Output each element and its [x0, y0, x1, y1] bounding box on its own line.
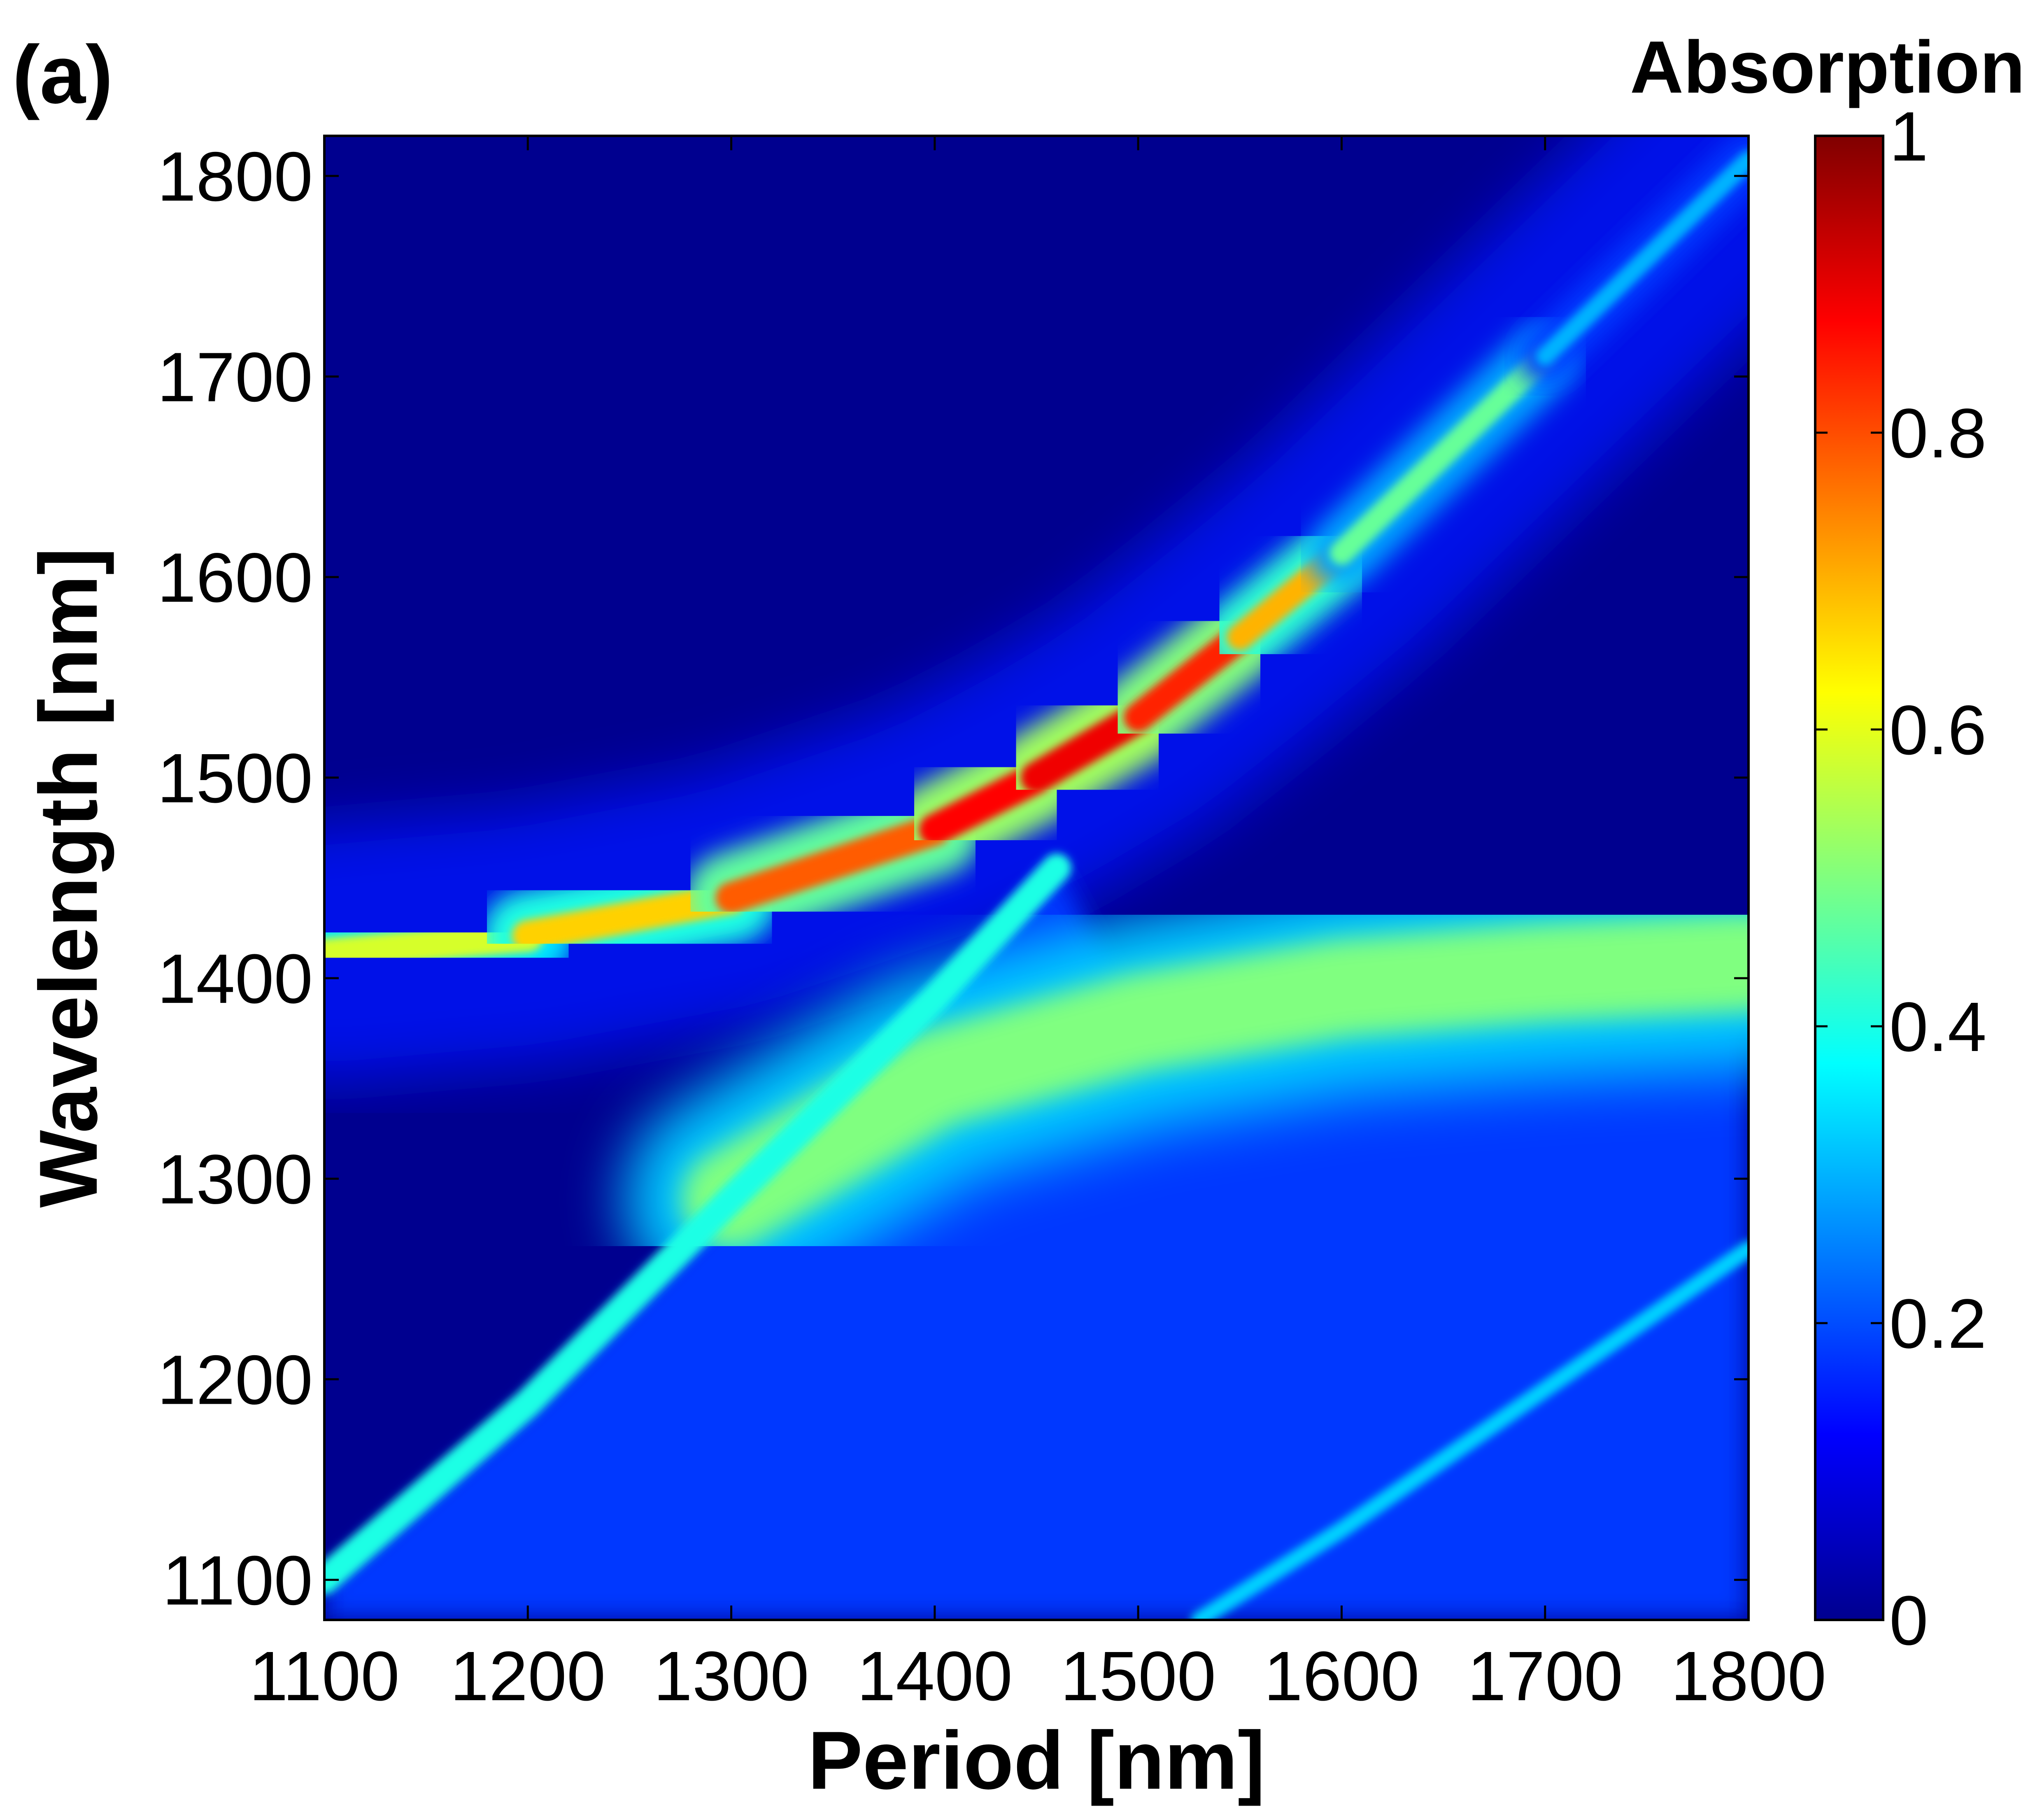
y-axis-title: Wavelength [nm] [23, 548, 114, 1208]
x-tick-label: 1700 [1467, 1637, 1623, 1715]
y-tick-label: 1500 [157, 739, 313, 818]
y-tick-label: 1800 [157, 137, 313, 216]
heatmap-field [324, 136, 1749, 1620]
y-tick-label: 1300 [157, 1140, 313, 1219]
y-tick-label: 1400 [157, 940, 313, 1018]
colorbar-tick-label: 0.4 [1889, 988, 1986, 1066]
horizontal-band-core [682, 913, 1749, 1248]
y-tick-label: 1200 [157, 1341, 313, 1419]
colorbar-tick-label: 0.2 [1889, 1285, 1986, 1363]
x-tick-label: 1800 [1671, 1637, 1826, 1715]
x-tick-label: 1400 [857, 1637, 1013, 1715]
x-tick-label: 1300 [653, 1637, 809, 1715]
y-tick-label: 1600 [157, 539, 313, 617]
colorbar-gradient [1814, 135, 1884, 1621]
plot-area [323, 135, 1750, 1621]
y-tick-label: 1700 [157, 338, 313, 417]
plot-frame [323, 135, 1750, 1621]
colorbar-ticks: 0 0.2 0.4 0.6 0.8 1 [1815, 98, 1986, 1660]
colorbar-title: Absorption [1630, 26, 2025, 109]
lower-diagonal-edge [324, 853, 1071, 1594]
colorbar-tick-label: 0.8 [1889, 394, 1986, 473]
secondary-diagonal [1191, 1240, 1749, 1620]
colorbar: 0 0.2 0.4 0.6 0.8 1 Absorption [1630, 26, 2025, 1660]
x-tick-label: 1100 [249, 1637, 400, 1715]
colorbar-tick-label: 1 [1889, 98, 1928, 176]
upper-branch-segment [1535, 150, 1749, 366]
x-tick-label: 1200 [450, 1637, 605, 1715]
y-tick-label: 1100 [162, 1542, 313, 1620]
colorbar-tick-label: 0.6 [1889, 691, 1986, 769]
colorbar-tick-label: 0 [1889, 1582, 1928, 1660]
upper-branch-segment [1330, 344, 1557, 565]
x-axis: 1100 1200 1300 1400 1500 1600 1700 1800 [249, 136, 1826, 1715]
y-axis: 1100 1200 1300 1400 1500 1600 1700 1800 [157, 137, 1749, 1620]
x-tick-label: 1500 [1060, 1637, 1216, 1715]
x-axis-title: Period [nm] [808, 1715, 1265, 1806]
panel-label: (a) [12, 29, 113, 121]
x-tick-label: 1600 [1264, 1637, 1419, 1715]
